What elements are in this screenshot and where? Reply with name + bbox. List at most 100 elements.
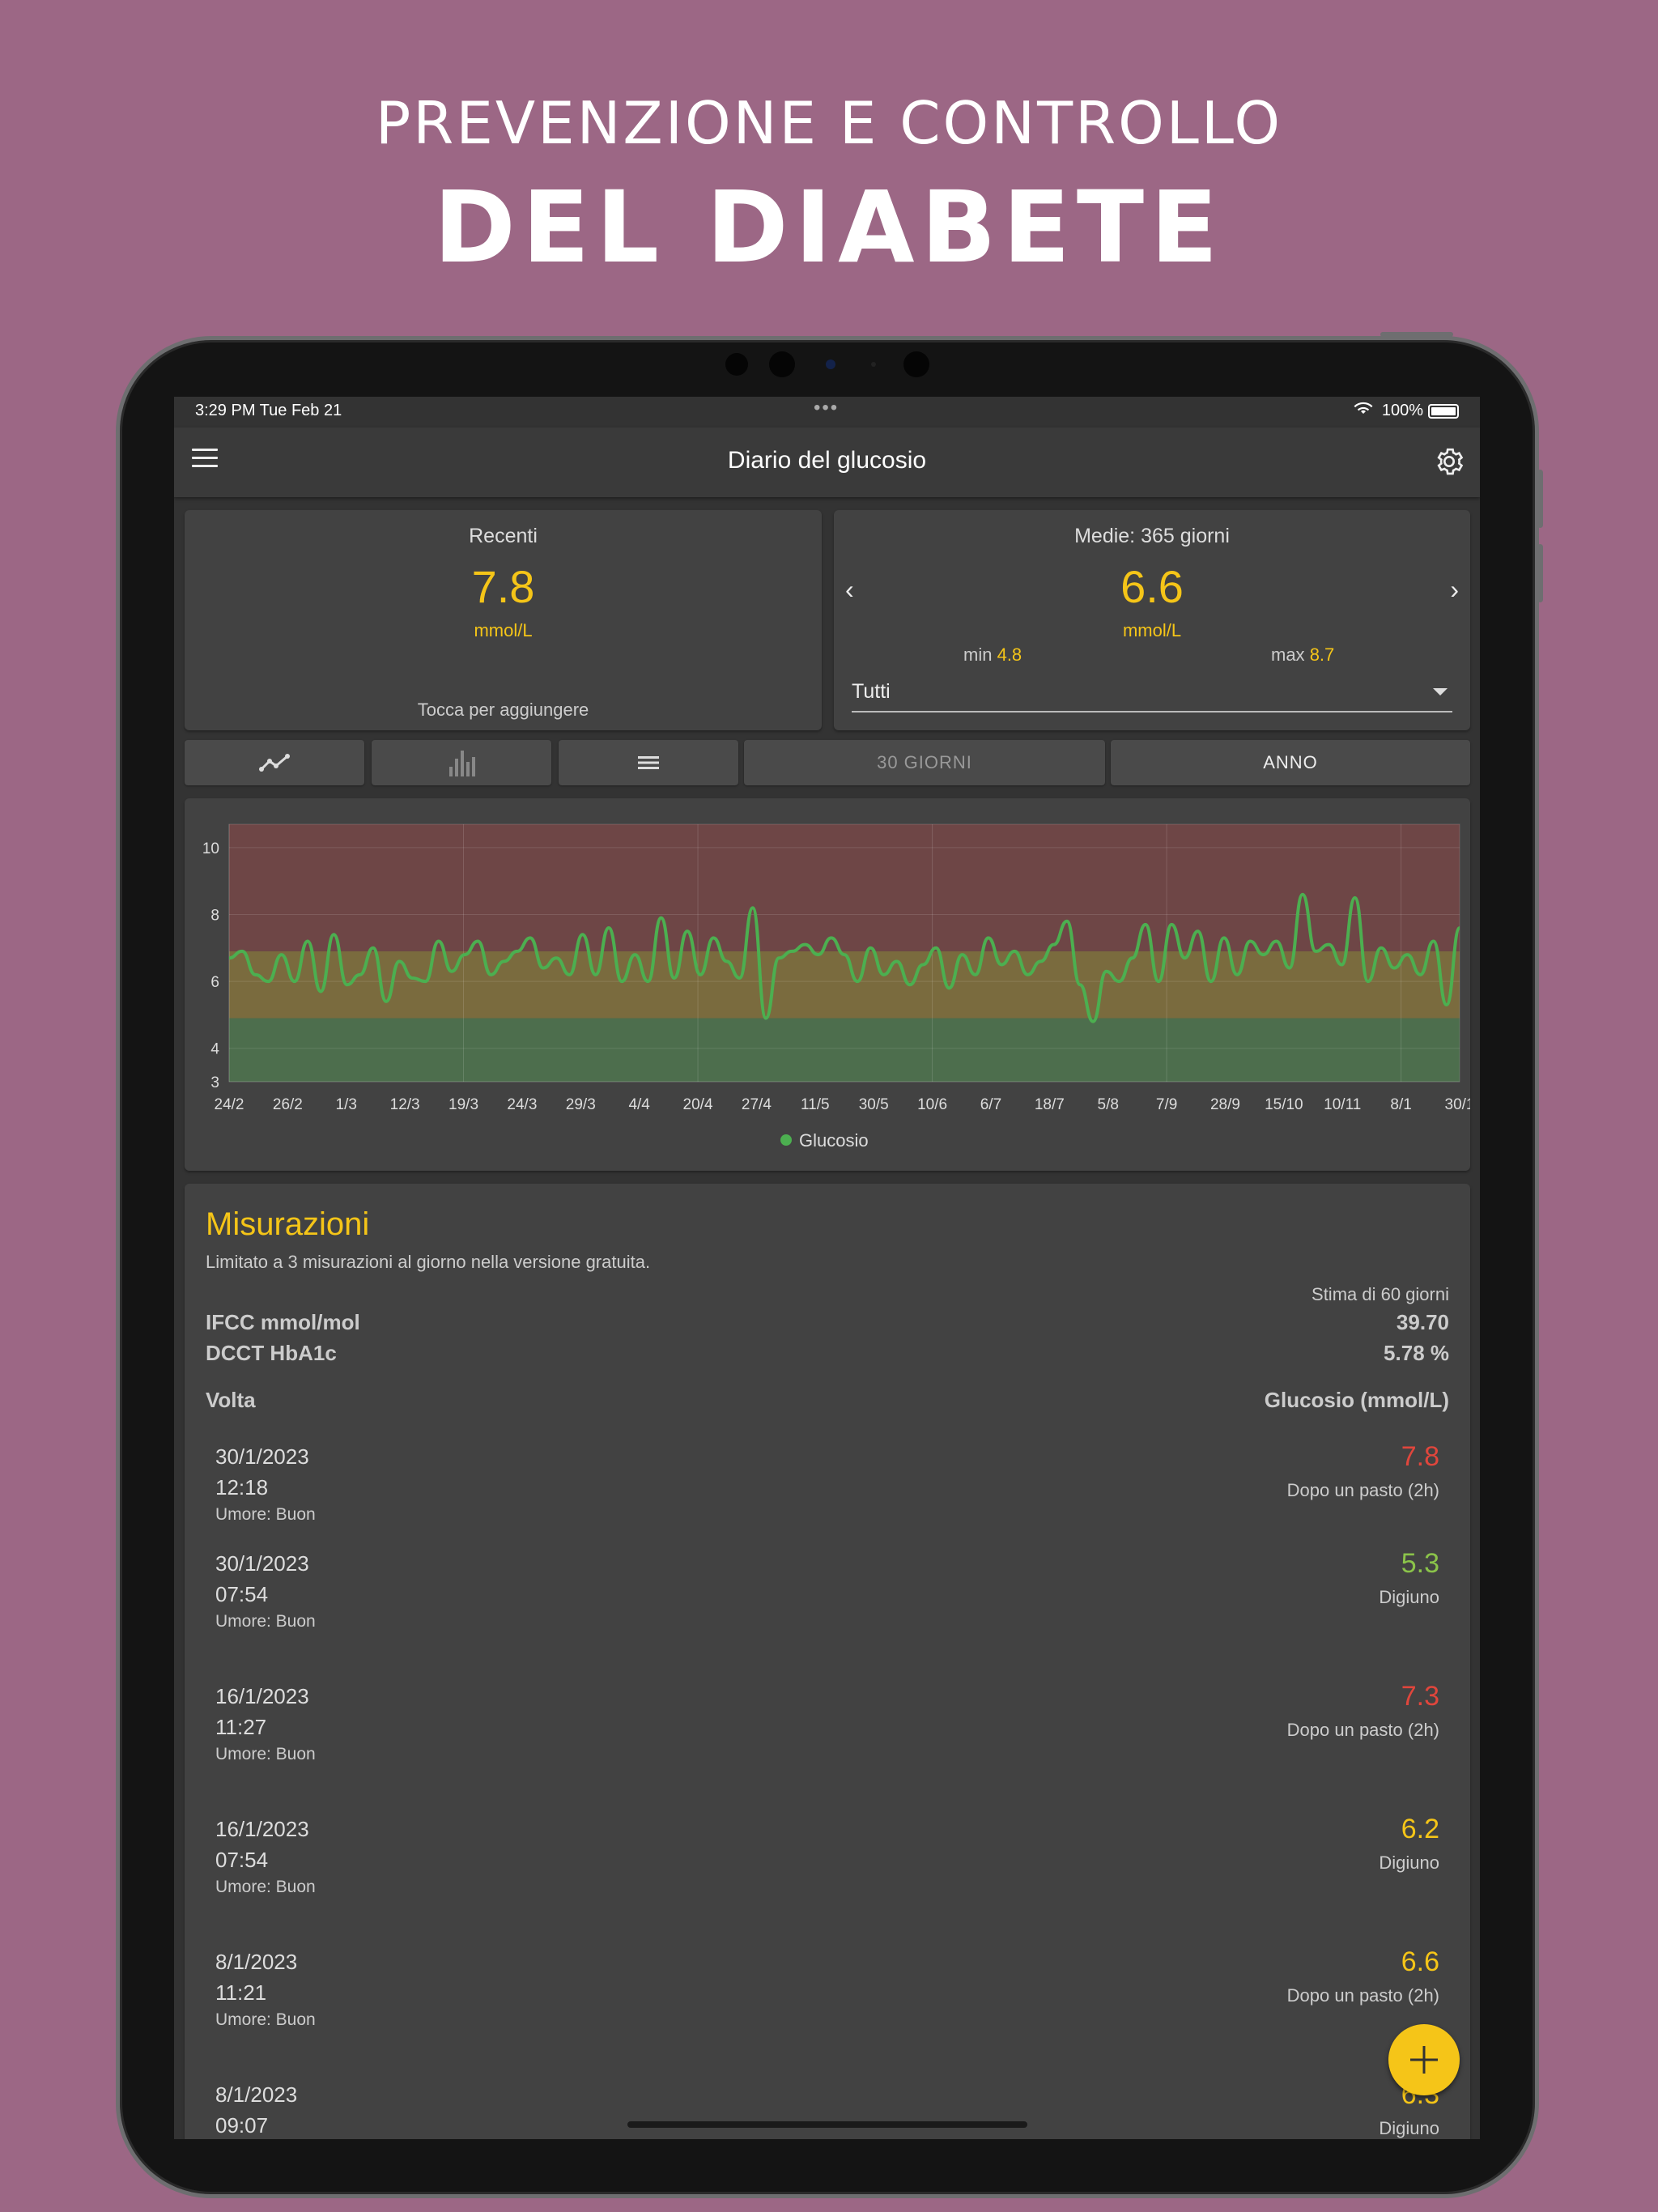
chart-x-tick: 10/6 — [917, 1096, 947, 1113]
status-bar: 3:29 PM Tue Feb 21 ••• 100% — [174, 397, 1480, 428]
legend-marker — [780, 1134, 792, 1146]
legend-label: Glucosio — [799, 1130, 869, 1151]
recent-title: Recenti — [469, 525, 538, 547]
list-icon — [638, 756, 659, 769]
recent-card[interactable]: Recenti 7.8 mmol/L Tocca per aggiungere — [185, 510, 822, 730]
measurement-row[interactable]: 30/1/2023 07:54 Umore: Buon 5.3 Digiuno — [215, 1548, 1439, 1634]
chart-x-tick: 18/7 — [1035, 1096, 1065, 1113]
average-card: Medie: 365 giorni ‹ › 6.6 mmol/L min 4.8… — [834, 510, 1470, 730]
add-measurement-button[interactable] — [1388, 2024, 1460, 2095]
camera-sensor-4 — [903, 351, 929, 377]
chart-x-tick: 12/3 — [390, 1096, 420, 1113]
volume-up-button — [1537, 470, 1543, 528]
multitask-dots-icon[interactable]: ••• — [814, 397, 840, 419]
measurement-time: 09:07 — [215, 2113, 269, 2138]
chart-x-tick: 24/3 — [507, 1096, 537, 1113]
range-30-days-button[interactable]: 30 GIORNI — [744, 740, 1105, 785]
chart-x-tick: 15/10 — [1265, 1096, 1303, 1113]
average-unit: mmol/L — [1122, 620, 1182, 640]
chart-card: 10 8 6 4 3 24/2 26/2 1/3 12/3 19/3 24/3 29/3 4/4 20/4… — [185, 798, 1470, 1171]
app-screen: 3:29 PM Tue Feb 21 ••• 100% Diario del g… — [174, 397, 1480, 2139]
chart-x-tick: 11/5 — [801, 1096, 830, 1113]
measurement-context: Dopo un pasto (2h) — [1286, 1480, 1439, 1500]
dcct-label: DCCT HbA1c — [206, 1341, 337, 1365]
battery-percent: 100% — [1381, 402, 1423, 419]
gear-icon[interactable] — [1433, 445, 1465, 478]
measurement-mood: Umore: Buon — [215, 1505, 316, 1524]
measurement-time: 12:18 — [215, 1475, 269, 1499]
bar-chart-toggle[interactable] — [372, 740, 551, 785]
recent-unit: mmol/L — [474, 620, 533, 640]
chart-x-tick: 30/1 — [1445, 1096, 1470, 1113]
measurement-mood: Umore: Buon — [215, 1745, 316, 1763]
recent-value: 7.8 — [471, 561, 535, 612]
column-time-header: Volta — [206, 1388, 256, 1412]
measurement-date: 30/1/2023 — [215, 1444, 309, 1469]
chart-x-tick: 28/9 — [1210, 1096, 1240, 1113]
column-glucose-header: Glucosio (mmol/L) — [1264, 1388, 1449, 1412]
chart-y-tick: 4 — [210, 1041, 219, 1058]
chart-x-tick: 1/3 — [336, 1096, 357, 1113]
measurement-time: 07:54 — [215, 1848, 269, 1872]
wifi-icon — [1354, 400, 1373, 421]
chart-band-1 — [229, 951, 1460, 1019]
volume-down-button — [1537, 544, 1543, 602]
ifcc-label: IFCC mmol/mol — [206, 1310, 360, 1334]
dropdown-arrow-icon — [1433, 688, 1448, 696]
recent-hint: Tocca per aggiungere — [417, 700, 589, 720]
chevron-right-icon[interactable]: › — [1450, 575, 1459, 604]
chart-y-tick: 6 — [210, 974, 219, 991]
free-version-note: Limitato a 3 misurazioni al giorno nella… — [206, 1252, 651, 1272]
power-button — [1380, 332, 1453, 337]
measurement-time: 07:54 — [215, 1582, 269, 1606]
measurement-value: 5.3 — [1401, 1548, 1439, 1579]
chart-band-0 — [229, 1018, 1460, 1082]
chart-x-tick: 26/2 — [273, 1096, 303, 1113]
chart-band-2 — [229, 824, 1460, 951]
measurement-value: 6.2 — [1401, 1814, 1439, 1844]
average-min: min 4.8 — [963, 644, 1022, 665]
estimate-label: Stima di 60 giorni — [1312, 1284, 1449, 1304]
measurement-row[interactable]: 16/1/2023 11:27 Umore: Buon 7.3 Dopo un past… — [215, 1681, 1439, 1767]
measurement-mood: Umore: Buon — [215, 2010, 316, 2029]
chart-x-tick: 8/1 — [1390, 1096, 1411, 1113]
home-indicator[interactable] — [627, 2121, 1027, 2128]
menu-icon[interactable] — [192, 449, 218, 473]
measurement-row[interactable]: 8/1/2023 11:21 Umore: Buon 6.6 Dopo un pasto… — [215, 1946, 1439, 2032]
glucose-chart: 10 8 6 4 3 24/2 26/2 1/3 12/3 19/3 24/3 29/3 4/4 20/4… — [202, 823, 1470, 1151]
measurement-row[interactable]: 16/1/2023 07:54 Umore: Buon 6.2 Digiuno — [215, 1814, 1439, 1899]
chart-plot-border — [228, 823, 1460, 1083]
dcct-value: 5.78 % — [1384, 1341, 1449, 1365]
line-chart-toggle[interactable] — [185, 740, 364, 785]
measurement-row[interactable]: 30/1/2023 12:18 Umore: Buon 7.8 Dopo un past… — [215, 1441, 1439, 1527]
camera-sensor-3 — [871, 362, 876, 367]
chart-x-tick: 19/3 — [449, 1096, 478, 1113]
app-bar: Diario del glucosio — [174, 428, 1480, 497]
chart-x-tick: 7/9 — [1156, 1096, 1177, 1113]
chart-x-tick: 10/11 — [1324, 1096, 1361, 1113]
range-year-button[interactable]: ANNO — [1111, 740, 1470, 785]
list-toggle[interactable] — [559, 740, 738, 785]
chart-y-tick: 8 — [210, 908, 219, 925]
meal-filter-select[interactable]: Tutti — [852, 680, 1452, 713]
average-value: 6.6 — [1120, 561, 1184, 612]
camera-sensor-2 — [769, 351, 795, 377]
chevron-left-icon[interactable]: ‹ — [845, 575, 854, 604]
plus-icon — [1410, 2046, 1438, 2074]
ifcc-value: 39.70 — [1396, 1310, 1449, 1334]
measurement-context: Dopo un pasto (2h) — [1286, 1720, 1439, 1740]
measurement-date: 16/1/2023 — [215, 1817, 309, 1841]
camera-sensor-1 — [725, 353, 748, 376]
chart-x-tick: 20/4 — [683, 1096, 713, 1113]
chart-y-tick: 10 — [202, 840, 219, 857]
hero-line-1: PREVENZIONE E CONTROLLO — [375, 89, 1283, 157]
average-max: max 8.7 — [1271, 644, 1335, 665]
bar-chart-icon — [449, 751, 475, 776]
status-time: 3:29 PM Tue Feb 21 — [195, 402, 342, 419]
measurement-date: 16/1/2023 — [215, 1684, 309, 1708]
measurement-context: Digiuno — [1379, 1587, 1439, 1607]
measurement-context: Digiuno — [1379, 1853, 1439, 1873]
line-chart-icon — [259, 754, 290, 772]
measurement-time: 11:27 — [215, 1715, 267, 1739]
